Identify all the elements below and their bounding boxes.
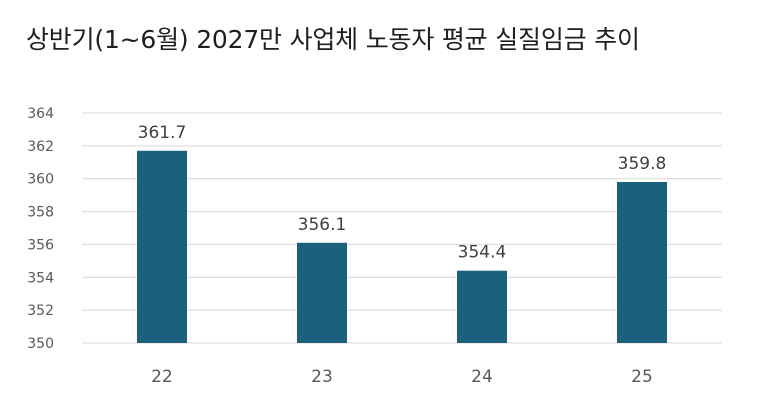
x-tick-label: 24 [471, 367, 493, 387]
bar-value-label: 354.4 [458, 243, 507, 263]
x-tick-label: 23 [311, 367, 333, 387]
bar-value-label: 359.8 [618, 154, 667, 174]
bar [297, 242, 347, 343]
x-tick-label: 25 [631, 367, 653, 387]
y-tick-label: 354 [27, 270, 54, 286]
y-tick-label: 356 [27, 237, 54, 253]
y-tick-label: 364 [27, 106, 54, 122]
bar [617, 182, 667, 343]
x-tick-label: 22 [151, 367, 173, 387]
y-tick-label: 350 [27, 336, 54, 352]
y-tick-label: 352 [27, 303, 54, 319]
bar-value-label: 361.7 [138, 123, 187, 143]
chart-title: 상반기(1~6월) 2027만 사업체 노동자 평균 실질임금 추이 [26, 25, 640, 54]
y-tick-label: 360 [27, 172, 54, 188]
bar [137, 150, 187, 343]
bar [457, 270, 507, 343]
y-tick-label: 362 [27, 139, 54, 155]
y-tick-label: 358 [27, 205, 54, 221]
bar-value-label: 356.1 [298, 215, 347, 235]
